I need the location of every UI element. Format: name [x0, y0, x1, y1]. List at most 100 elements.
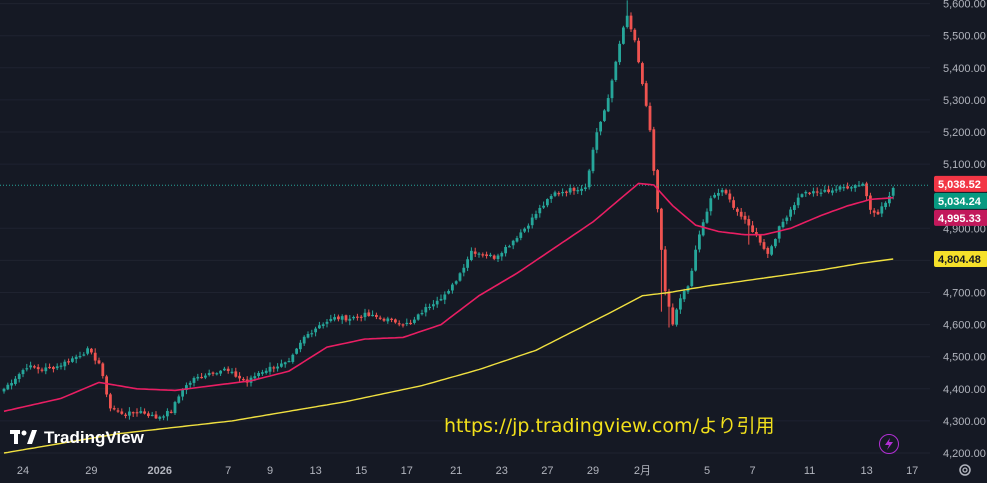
candle-body	[234, 371, 238, 377]
candle-body	[462, 267, 466, 273]
candle-body	[36, 367, 40, 370]
candle-body	[44, 367, 48, 372]
candle-body	[618, 43, 621, 63]
candle-body	[762, 242, 766, 249]
candle-body	[496, 255, 500, 260]
candle-body	[131, 412, 135, 414]
price-tag	[934, 250, 987, 267]
candle-body	[777, 226, 781, 239]
candle-body	[242, 378, 245, 381]
candle-body	[603, 110, 606, 121]
candle-body	[253, 376, 257, 379]
candle-body	[629, 15, 633, 30]
candle-body	[375, 314, 378, 317]
candle-body	[667, 291, 671, 307]
x-tick-label: 17	[401, 465, 413, 477]
source-note: https://jp.tradingview.com/より引用	[444, 415, 775, 437]
candle-body	[71, 358, 74, 362]
candle-body	[321, 324, 325, 326]
candle-body	[511, 240, 515, 246]
x-tick-label: 29	[587, 465, 599, 477]
x-tick-label: 7	[750, 465, 756, 477]
y-tick-label: 5,100.00	[943, 159, 986, 171]
candle-body	[158, 416, 162, 419]
candle-body	[90, 348, 93, 353]
candle-body	[747, 219, 751, 226]
candle-body	[443, 294, 447, 300]
candle-body	[861, 183, 865, 186]
price-tag-label: 4,995.33	[938, 213, 981, 225]
candle-body	[633, 29, 637, 41]
candle-body	[230, 371, 234, 373]
candle-body	[109, 394, 112, 409]
logo-text: TradingView	[44, 428, 144, 447]
candle-body	[59, 365, 63, 367]
candle-body	[739, 211, 743, 217]
candle-body	[17, 374, 21, 380]
lightning-button[interactable]	[879, 434, 899, 454]
candle-body	[192, 378, 196, 383]
candle-body	[527, 225, 530, 229]
candle-body	[325, 321, 329, 324]
price-tag	[934, 175, 987, 192]
candle-body	[614, 61, 618, 81]
candle-body	[758, 234, 762, 243]
candle-body	[283, 362, 287, 365]
candle-body	[591, 149, 595, 172]
candle-body	[694, 249, 697, 271]
candle-body	[447, 291, 450, 294]
candle-body	[314, 328, 317, 333]
gear-icon[interactable]	[958, 463, 972, 477]
candle-body	[561, 192, 564, 194]
candle-body	[352, 316, 355, 319]
candle-body	[504, 247, 507, 254]
candle-body	[508, 246, 511, 248]
candle-body	[128, 411, 131, 416]
candle-body	[671, 307, 675, 325]
candle-body	[785, 217, 789, 221]
candle-body	[751, 225, 754, 232]
candle-body	[394, 319, 397, 323]
candle-body	[378, 317, 382, 319]
candle-body	[644, 83, 648, 106]
tradingview-logo[interactable]: TradingView	[10, 428, 144, 448]
candle-body	[519, 232, 523, 238]
candle-body	[333, 317, 336, 320]
candle-body	[793, 205, 796, 211]
candle-body	[800, 194, 804, 197]
candle-body	[831, 190, 834, 193]
candle-body	[713, 194, 716, 198]
candle-body	[781, 221, 785, 228]
candle-body	[439, 298, 443, 301]
candle-body	[576, 190, 580, 192]
candle-body	[154, 414, 158, 419]
candle-body	[268, 366, 272, 372]
candle-body	[709, 198, 713, 212]
price-tag-label: 5,034.24	[938, 196, 982, 208]
candle-body	[489, 254, 492, 257]
candle-body	[432, 304, 435, 307]
candle-body	[869, 195, 872, 210]
moving-average-short	[3, 182, 894, 413]
candle-body	[420, 312, 424, 315]
candle-body	[416, 314, 420, 320]
candle-body	[534, 214, 538, 219]
candle-body	[625, 15, 629, 27]
candle-body	[48, 366, 51, 369]
candle-body	[318, 325, 321, 329]
candle-body	[675, 309, 678, 325]
y-tick-label: 4,700.00	[943, 288, 986, 300]
candle-body	[538, 207, 542, 214]
candle-body	[97, 360, 101, 364]
candle-body	[587, 170, 591, 188]
candle-body	[211, 372, 215, 374]
candle-body	[363, 312, 367, 318]
candle-body	[770, 246, 773, 255]
candle-body	[78, 356, 82, 358]
candle-body	[724, 190, 728, 194]
x-tick-label: 2月	[634, 465, 651, 477]
candle-body	[466, 259, 469, 268]
candle-body	[682, 291, 686, 300]
candle-body	[86, 348, 89, 354]
